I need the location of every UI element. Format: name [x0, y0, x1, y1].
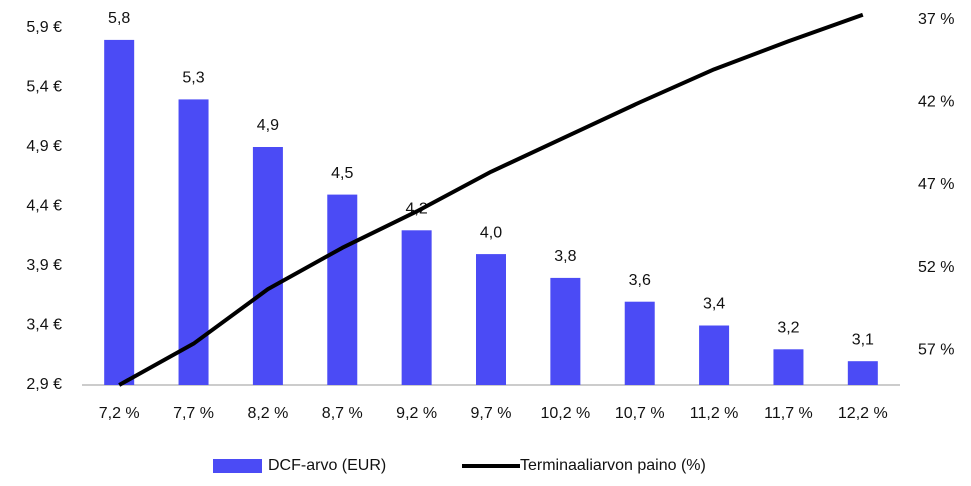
data-label: 3,4	[703, 296, 725, 313]
bar	[327, 194, 358, 385]
bar	[699, 325, 730, 385]
bar	[624, 301, 655, 385]
data-label: 3,2	[777, 320, 799, 337]
y2-tick-label: 37 %	[918, 11, 954, 28]
bar	[104, 39, 135, 386]
x-tick-label: 9,7 %	[471, 405, 512, 422]
y-tick-label: 5,9 €	[26, 19, 62, 36]
data-label: 5,8	[108, 10, 130, 27]
bar	[773, 349, 804, 385]
data-label: 4,9	[257, 117, 279, 134]
x-tick-label: 12,2 %	[838, 405, 888, 422]
x-tick-label: 10,2 %	[540, 405, 590, 422]
y-tick-label: 4,9 €	[26, 138, 62, 155]
y2-tick-label: 52 %	[918, 259, 954, 276]
y-tick-label: 5,4 €	[26, 79, 62, 96]
x-tick-label: 8,2 %	[247, 405, 288, 422]
x-tick-label: 11,2 %	[690, 405, 739, 422]
legend-swatch	[213, 459, 262, 473]
legend-label: DCF-arvo (EUR)	[268, 457, 386, 474]
y2-tick-label: 47 %	[918, 176, 954, 193]
x-tick-label: 7,7 %	[173, 405, 214, 422]
bar	[847, 361, 878, 385]
bar	[476, 254, 506, 385]
y2-tick-label: 57 %	[918, 342, 954, 359]
y-tick-label: 4,4 €	[26, 198, 62, 215]
legend-label: Terminaaliarvon paino (%)	[520, 457, 706, 474]
data-label: 3,6	[629, 272, 651, 289]
data-label: 3,1	[852, 331, 874, 348]
x-tick-label: 10,7 %	[615, 405, 665, 422]
data-label: 5,3	[182, 70, 204, 87]
y-tick-label: 3,9 €	[26, 257, 62, 274]
bar	[401, 230, 432, 385]
data-label: 3,8	[554, 248, 576, 265]
data-label: 4,0	[480, 224, 502, 241]
y-tick-label: 3,4 €	[26, 317, 62, 334]
y2-tick-label: 42 %	[918, 94, 954, 111]
x-tick-label: 8,7 %	[322, 405, 363, 422]
y-tick-label: 2,9 €	[26, 376, 62, 393]
bar	[252, 147, 283, 385]
x-tick-label: 11,7 %	[764, 405, 813, 422]
data-label: 4,5	[331, 165, 353, 182]
x-tick-label: 7,2 %	[99, 405, 140, 422]
bar	[550, 277, 581, 385]
x-tick-label: 9,2 %	[396, 405, 437, 422]
line	[118, 12, 864, 387]
